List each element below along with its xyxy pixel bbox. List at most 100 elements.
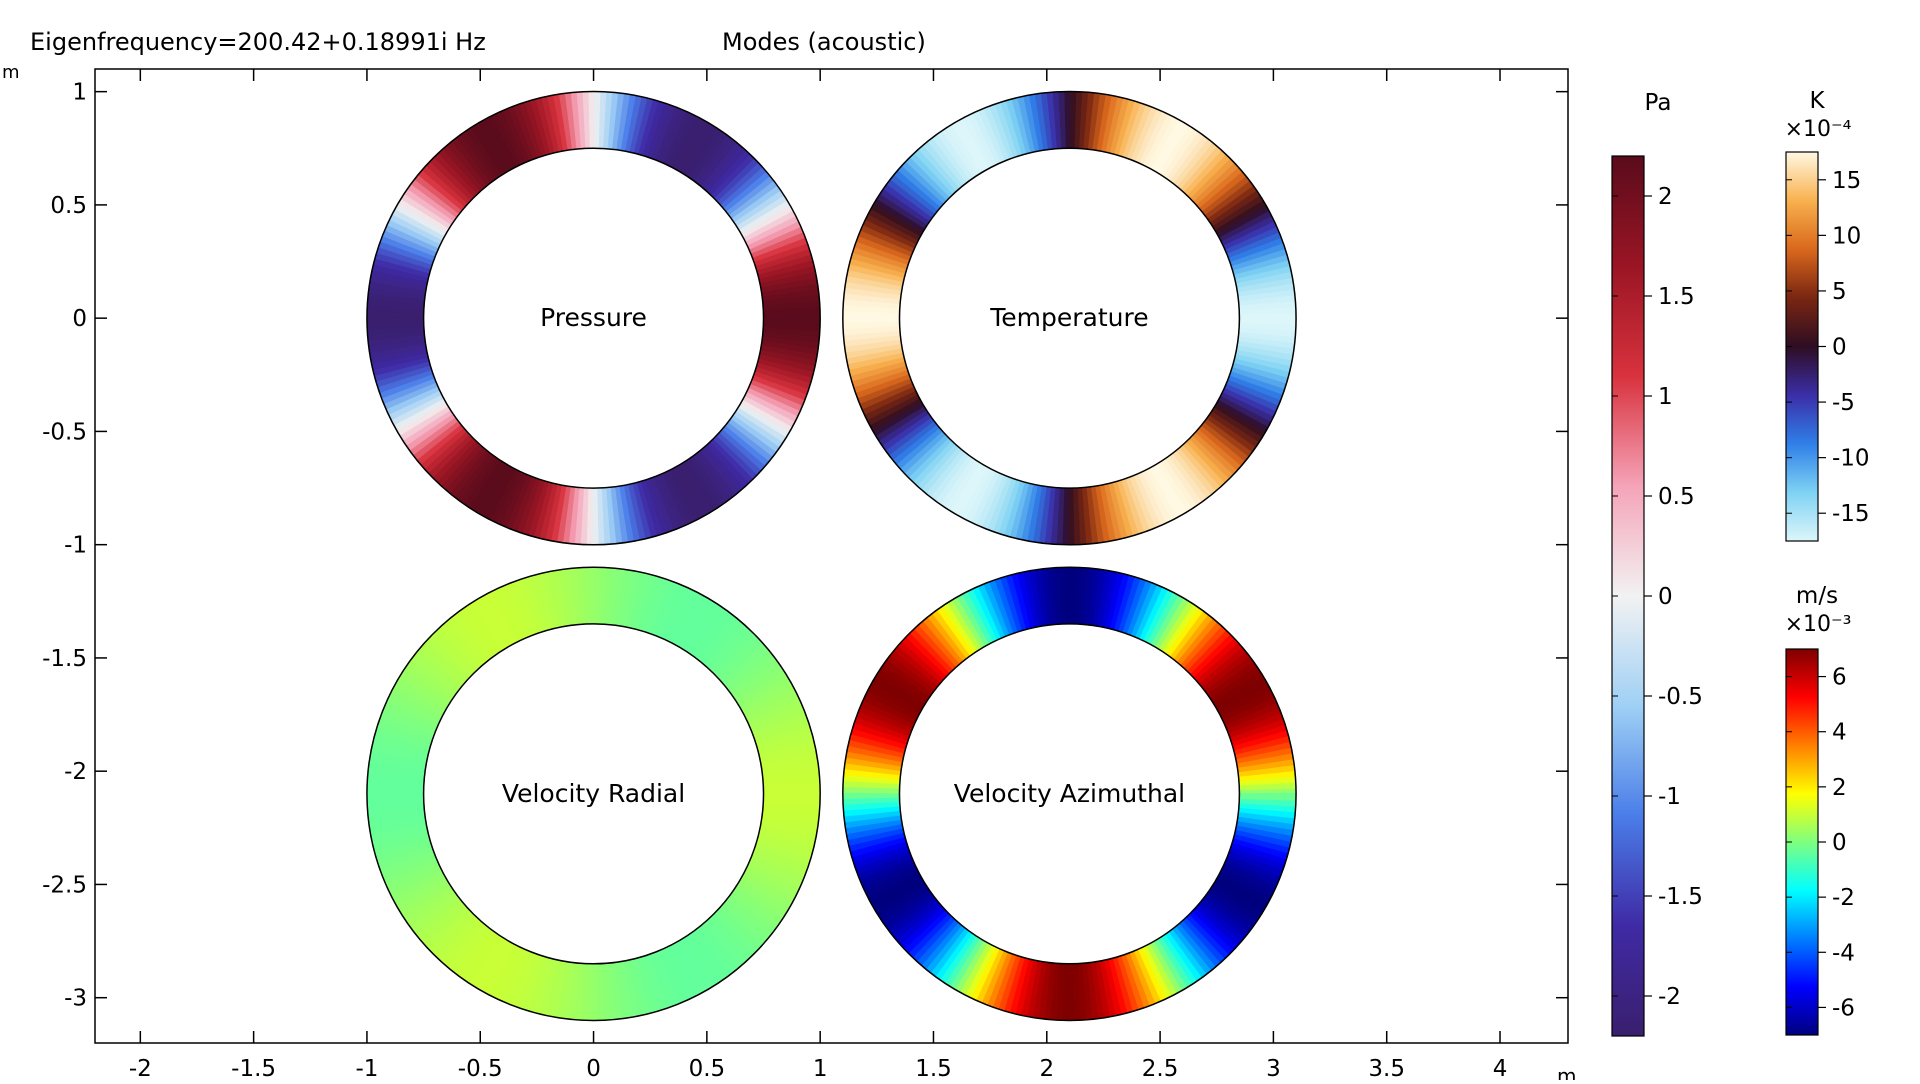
ring-segment (998, 100, 1022, 157)
ring-segment (1218, 394, 1272, 428)
ring-segment (1004, 574, 1027, 632)
ring-segment (1161, 457, 1199, 509)
ring-segment (681, 124, 718, 176)
ring-segment (610, 568, 625, 626)
ring-segment (889, 421, 938, 462)
ring-segment (1137, 110, 1168, 166)
ring-segment (1108, 482, 1129, 539)
ring-segment (719, 641, 767, 684)
ring-segment (1226, 230, 1282, 258)
ring-segment (843, 287, 902, 302)
ring-segment (424, 637, 471, 681)
ring-segment (474, 597, 510, 650)
ring-segment (1090, 569, 1106, 627)
ring-segment (522, 955, 546, 1012)
ring-segment (844, 757, 902, 773)
ring-segment (842, 311, 900, 320)
ring-segment (666, 944, 698, 999)
ring-segment (381, 230, 437, 258)
ring-segment (662, 946, 692, 1002)
ring-segment (843, 763, 902, 777)
ring-segment (930, 609, 971, 660)
ring-segment (689, 930, 728, 982)
ring-segment (848, 832, 906, 854)
ring-segment (469, 460, 506, 512)
ring-segment (960, 942, 993, 997)
ring-segment (878, 885, 930, 923)
ring-segment (1082, 92, 1095, 150)
ring-segment (1201, 896, 1250, 938)
ring-segment (1165, 455, 1204, 506)
ring-segment (393, 679, 447, 714)
ring-segment (689, 130, 728, 182)
ring-segment (882, 413, 933, 453)
ring-segment (713, 157, 759, 202)
ring-segment (432, 628, 478, 675)
ring-segment (409, 893, 460, 933)
ring-segment (615, 93, 630, 151)
ring-segment (885, 655, 936, 695)
legend-tick-label: -2 (1658, 984, 1681, 1010)
ring-segment (998, 955, 1022, 1012)
ring-segment (545, 484, 564, 542)
ring-segment (940, 457, 978, 509)
legend-pressure: Pa 2 1.5 1 0.5 0 -0.5 -1 -1.5 -2 (1611, 90, 1703, 1037)
ring-segment (1195, 165, 1243, 209)
ring-segment (406, 184, 457, 223)
ring-segment (662, 110, 692, 166)
legend-tick-label: -2 (1832, 885, 1855, 911)
ring-segment (674, 940, 708, 994)
ring-segment (374, 252, 431, 275)
ring-segment (1224, 858, 1280, 887)
ring-segment (885, 893, 936, 933)
ring-segment (1099, 95, 1118, 153)
ring-segment (754, 722, 812, 747)
ring-segment (474, 121, 510, 174)
ring-segment (730, 413, 781, 453)
legend-tick-label: -5 (1832, 390, 1855, 416)
ring-segment (372, 258, 430, 280)
ring-segment (615, 569, 630, 627)
y-tick-label: 0.5 (50, 193, 87, 219)
ring-segment (761, 815, 819, 831)
ring-segment (409, 417, 460, 457)
ring-segment (1038, 962, 1053, 1020)
ring-segment (889, 896, 938, 938)
ring-segment (377, 845, 434, 871)
ring-segment (878, 664, 930, 702)
ring-segment (1146, 591, 1179, 645)
ring-segment (1224, 382, 1280, 412)
ring-inner-edge (898, 147, 1241, 489)
ring-segment (610, 92, 625, 150)
ring-segment (754, 841, 812, 865)
y-tick-label: -2 (64, 759, 87, 785)
ring-segment (1142, 944, 1174, 999)
ring-segment (703, 620, 746, 668)
ring-segment (926, 925, 967, 975)
ring-segment (1086, 568, 1100, 626)
ring-segment (662, 586, 692, 641)
ring-segment (1198, 645, 1247, 688)
ring-segment (869, 398, 923, 433)
ring-segment (674, 118, 708, 172)
ring-segment (971, 471, 1001, 526)
ring-segment (960, 467, 993, 521)
ring-segment (945, 936, 982, 988)
ring-segment (391, 870, 445, 903)
ring-segment (670, 942, 703, 997)
ring-inner-edge (422, 147, 765, 489)
ring-segment (628, 96, 648, 154)
ring-segment (1172, 449, 1213, 499)
ring-segment (1238, 806, 1296, 819)
ring-segment (716, 637, 763, 681)
ring-segment (1137, 946, 1168, 1002)
ring-segment (735, 882, 788, 919)
ring-segment (1198, 424, 1247, 467)
ring-segment (474, 938, 510, 991)
ring-segment (945, 460, 982, 512)
ring-segment (960, 591, 993, 645)
ring-segment (926, 137, 967, 187)
ring-segment (710, 913, 755, 959)
ring-segment (1220, 214, 1275, 246)
ring-segment (1227, 236, 1284, 263)
